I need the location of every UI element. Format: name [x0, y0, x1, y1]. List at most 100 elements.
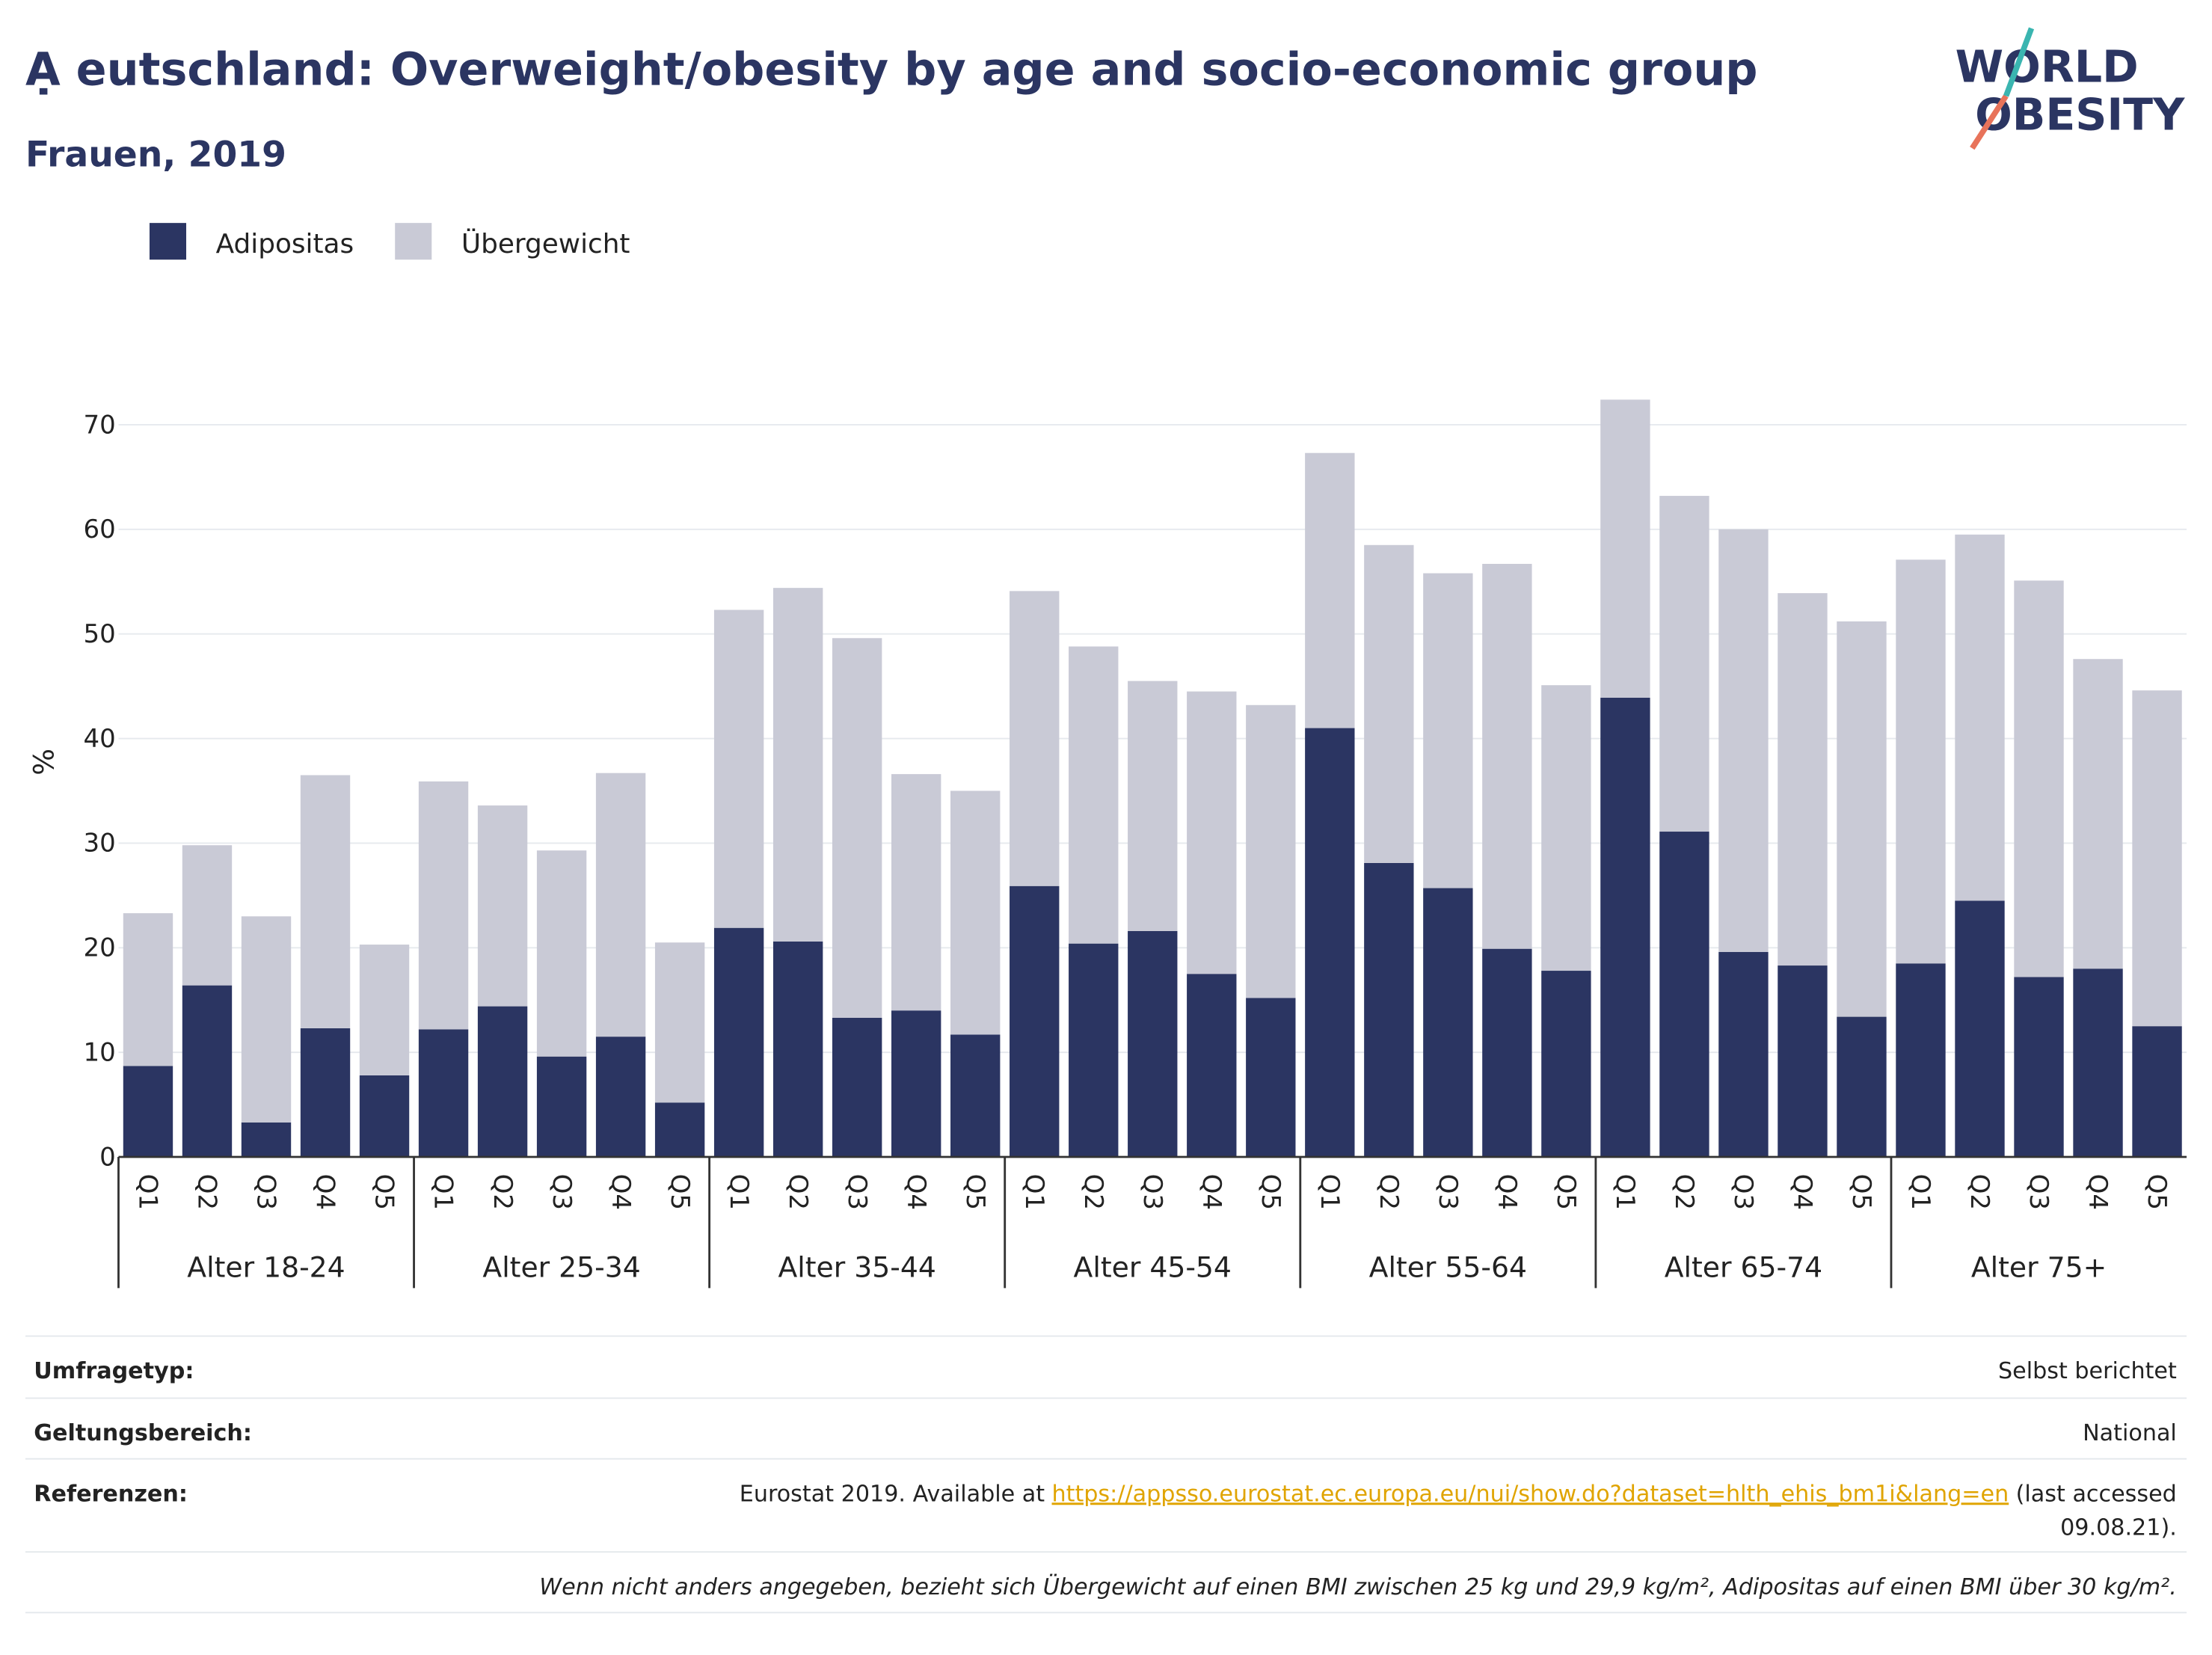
bar-segment: [1482, 948, 1532, 1157]
reference-link[interactable]: https://appsso.eurostat.ec.europa.eu/nui…: [1052, 1481, 2009, 1507]
bar-segment: [1600, 697, 1650, 1157]
footer-value: National: [2083, 1420, 2177, 1446]
logo-stroke: [1970, 94, 2009, 150]
x-tick-label: Q1: [724, 1174, 754, 1210]
x-tick-label: Q2: [1374, 1174, 1404, 1210]
logo-text: WORLD: [1956, 41, 2139, 92]
bar-segment: [359, 1075, 410, 1157]
y-tick-label: 20: [84, 933, 116, 963]
x-tick-label: Q1: [1315, 1174, 1345, 1210]
plot: Adipositas Übergewicht 0 10 20 30 40 50 60 70 Q1 Q2…: [84, 223, 2187, 1289]
bar-segment: [1187, 691, 1237, 974]
y-tick-label: 10: [84, 1037, 116, 1067]
bar-segment: [123, 913, 173, 1066]
x-tick-label: Q4: [1492, 1174, 1522, 1210]
logo-text: OBESITY: [1975, 90, 2185, 141]
bar-segment: [1010, 591, 1060, 886]
bar-segment: [418, 781, 469, 1030]
legend-swatch: [149, 223, 187, 260]
bar-segment: [1246, 704, 1296, 998]
bar-segment: [477, 1006, 528, 1157]
footer: Umfragetyp: Selbst berichtet Geltungsber…: [25, 1335, 2187, 1614]
chart-title: Ạ eutschland: Overweight/obesity by age …: [25, 43, 1758, 96]
x-tick-label: Q2: [1078, 1174, 1108, 1210]
bar-segment: [1896, 559, 1946, 964]
bar-segment: [1541, 685, 1591, 971]
y-axis-label: %: [28, 749, 61, 776]
reference-text: Eurostat 2019. Available at: [740, 1481, 1045, 1507]
bar-segment: [1718, 951, 1769, 1157]
bar-segment: [713, 610, 764, 928]
footer-label: Referenzen:: [34, 1481, 188, 1507]
x-tick-label: Q3: [842, 1174, 872, 1210]
bar-segment: [1955, 900, 2005, 1157]
x-tick-label: Q2: [1669, 1174, 1699, 1210]
bar-segment: [182, 845, 233, 986]
reference-text: (last accessed: [2016, 1481, 2177, 1507]
group-label: Alter 18-24: [187, 1250, 345, 1283]
legend-label: Übergewicht: [461, 228, 630, 260]
x-tick-label: Q3: [251, 1174, 281, 1210]
bar-segment: [2073, 968, 2123, 1157]
group-label: Alter 75+: [1971, 1250, 2107, 1283]
bar-segment: [1541, 971, 1591, 1157]
reference-text: 09.08.21).: [2060, 1515, 2177, 1541]
x-tick-label: Q2: [192, 1174, 222, 1210]
x-tick-label: Q4: [310, 1174, 340, 1210]
x-tick-label: Q5: [1551, 1174, 1581, 1210]
bar-segment: [300, 775, 351, 1028]
bar-segment: [241, 916, 292, 1123]
bar-segment: [1718, 529, 1769, 952]
bar-segment: [1305, 452, 1355, 728]
bar-segment: [1837, 621, 1887, 1017]
x-tick-label: Q2: [783, 1174, 813, 1210]
bar-segment: [477, 805, 528, 1007]
bar-segment: [1128, 930, 1178, 1157]
logo: WORLD OBESITY: [1956, 27, 2185, 150]
bar-segment: [1364, 862, 1414, 1157]
group-label: Alter 45-54: [1074, 1250, 1232, 1283]
bar-segment: [832, 1017, 882, 1157]
x-tick-label: Q1: [1610, 1174, 1640, 1210]
bar-segment: [1423, 888, 1473, 1157]
bar-segment: [832, 638, 882, 1018]
x-tick-label: Q5: [369, 1174, 399, 1210]
group-label: Alter 65-74: [1665, 1250, 1822, 1283]
y-tick-label: 70: [84, 410, 116, 440]
legend-label: Adipositas: [216, 229, 354, 260]
bar-segment: [536, 1056, 587, 1157]
bar-segment: [1423, 573, 1473, 888]
bar-segment: [1600, 399, 1650, 698]
group-label: Alter 25-34: [482, 1250, 640, 1283]
bar-segment: [1778, 965, 1828, 1157]
footer-label: Umfragetyp:: [34, 1358, 194, 1384]
bar-segment: [891, 774, 941, 1011]
y-tick-label: 60: [84, 515, 116, 544]
bar-segment: [241, 1122, 292, 1157]
bar-segment: [950, 790, 1001, 1035]
chart-subtitle: Frauen, 2019: [25, 135, 286, 176]
x-tick-label: Q5: [960, 1174, 990, 1210]
group-label: Alter 35-44: [778, 1250, 936, 1283]
x-tick-label: Q5: [665, 1174, 695, 1210]
footer-value: Selbst berichtet: [1998, 1358, 2177, 1384]
bar-segment: [2073, 659, 2123, 969]
bar-segment: [772, 588, 823, 942]
x-tick-label: Q3: [1433, 1174, 1463, 1210]
footer-label: Geltungsbereich:: [34, 1420, 252, 1446]
bar-segment: [359, 945, 410, 1075]
bar-segment: [182, 985, 233, 1157]
bar-segment: [1659, 496, 1709, 832]
x-tick-label: Q3: [1728, 1174, 1758, 1210]
bar-segment: [1778, 593, 1828, 966]
group-label: Alter 55-64: [1369, 1250, 1527, 1283]
y-tick-label: 50: [84, 619, 116, 649]
bar-segment: [2132, 690, 2182, 1027]
y-tick-label: 30: [84, 829, 116, 859]
bar-segment: [300, 1028, 351, 1157]
bar-segment: [1187, 974, 1237, 1157]
x-tick-label: Q4: [901, 1174, 931, 1210]
reference-line: Eurostat 2019. Available at https://appss…: [740, 1481, 2177, 1507]
